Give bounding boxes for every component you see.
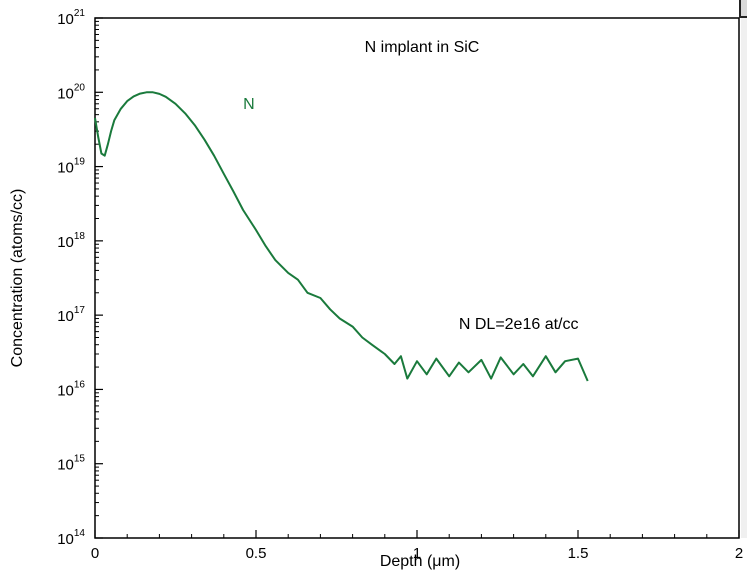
y-tick-exponent: 20	[74, 82, 86, 93]
x-tick-label: 0.5	[246, 545, 267, 562]
window-edge-shade	[741, 18, 747, 538]
y-tick-label: 1021	[57, 8, 85, 28]
y-tick-label: 1017	[57, 305, 85, 325]
y-tick-label: 1016	[57, 379, 85, 399]
y-tick-label: 1019	[57, 157, 85, 177]
y-tick-label: 1015	[57, 454, 85, 474]
y-tick-label: 1018	[57, 231, 85, 251]
y-tick-base: 10	[57, 382, 74, 399]
y-tick-base: 10	[57, 457, 74, 474]
y-tick-base: 10	[57, 308, 74, 325]
annotation-label: N	[243, 96, 255, 113]
series-layer	[94, 91, 589, 382]
annotation-label: N DL=2e16 at/cc	[459, 316, 579, 333]
x-tick-label: 2	[735, 545, 743, 562]
y-tick-exponent: 16	[74, 379, 86, 390]
y-tick-exponent: 17	[74, 305, 86, 316]
x-tick-label: 0	[91, 545, 99, 562]
x-tick-label: 1.5	[568, 545, 589, 562]
series-line-N	[94, 91, 589, 382]
plot-area	[94, 17, 740, 539]
window-corner-frame	[739, 0, 747, 18]
y-tick-base: 10	[57, 160, 74, 177]
y-tick-exponent: 14	[74, 528, 86, 539]
y-axis-label: Concentration (atoms/cc)	[9, 189, 26, 368]
y-tick-base: 10	[57, 234, 74, 251]
x-axis-label: Depth (μm)	[380, 553, 460, 570]
x-tick-label: 1	[413, 545, 421, 562]
annotation-layer: N N DL=2e16 at/cc	[243, 96, 578, 333]
chart-title: N implant in SiC	[365, 39, 480, 56]
y-tick-label: 1014	[57, 528, 85, 548]
y-tick-base: 10	[57, 11, 74, 28]
y-tick-exponent: 15	[74, 454, 86, 465]
y-tick-exponent: 18	[74, 231, 86, 242]
y-tick-base: 10	[57, 85, 74, 102]
y-tick-label: 1020	[57, 82, 85, 102]
y-tick-base: 10	[57, 531, 74, 548]
x-ticks: 0 0.5 1 1.5 2	[91, 530, 743, 562]
y-tick-exponent: 21	[74, 8, 86, 19]
y-tick-exponent: 19	[74, 157, 86, 168]
